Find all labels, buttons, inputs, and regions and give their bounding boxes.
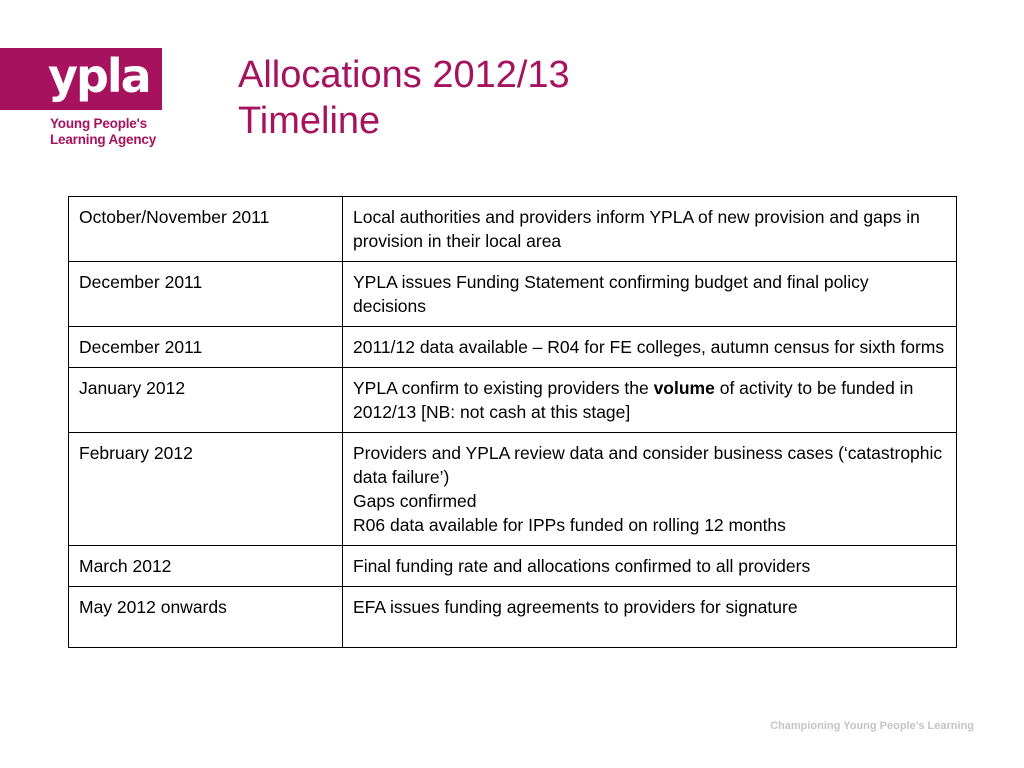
- description-cell: YPLA confirm to existing providers the v…: [342, 367, 957, 433]
- date-cell: December 2011: [68, 261, 343, 327]
- description-line: R06 data available for IPPs funded on ro…: [353, 515, 786, 535]
- description-line: EFA issues funding agreements to provide…: [353, 597, 798, 617]
- date-cell: December 2011: [68, 326, 343, 368]
- logo-subtitle-line-1: Young People's: [50, 116, 147, 131]
- description-line: Local authorities and providers inform Y…: [353, 207, 920, 251]
- description-line: YPLA issues Funding Statement confirming…: [353, 272, 869, 316]
- page-title-line-1: Allocations 2012/13: [238, 54, 570, 96]
- logo-wordmark: ypla: [48, 49, 152, 103]
- description-line: Final funding rate and allocations confi…: [353, 556, 811, 576]
- footer-tagline: Championing Young People’s Learning: [770, 720, 974, 732]
- date-cell: May 2012 onwards: [68, 586, 343, 648]
- page-title-line-2: Timeline: [238, 100, 381, 142]
- table-row: December 2011 2011/12 data available – R…: [68, 326, 957, 368]
- description-line: 2011/12 data available – R04 for FE coll…: [353, 337, 945, 357]
- description-text: of activity to be funded in 2012/13 [NB:…: [353, 378, 914, 422]
- description-cell: YPLA issues Funding Statement confirming…: [342, 261, 957, 327]
- emphasis-volume: volume: [653, 378, 715, 398]
- timeline-table: October/November 2011 Local authorities …: [68, 196, 957, 648]
- description-cell: Final funding rate and allocations confi…: [342, 545, 957, 587]
- description-cell: Local authorities and providers inform Y…: [342, 196, 957, 262]
- table-row: December 2011 YPLA issues Funding Statem…: [68, 261, 957, 327]
- table-row: May 2012 onwards EFA issues funding agre…: [68, 586, 957, 648]
- description-cell: 2011/12 data available – R04 for FE coll…: [342, 326, 957, 368]
- description-cell: EFA issues funding agreements to provide…: [342, 586, 957, 648]
- page-title: Allocations 2012/13 Timeline: [238, 52, 570, 144]
- logo-subtitle-line-2: Learning Agency: [50, 132, 157, 147]
- logo-subtitle: Young People's Learning Agency: [50, 116, 156, 148]
- date-cell: October/November 2011: [68, 196, 343, 262]
- description-line: Gaps confirmed: [353, 491, 477, 511]
- table-row: March 2012 Final funding rate and alloca…: [68, 545, 957, 587]
- description-line: Providers and YPLA review data and consi…: [353, 443, 943, 487]
- date-cell: March 2012: [68, 545, 343, 587]
- table-row: January 2012 YPLA confirm to existing pr…: [68, 367, 957, 433]
- table-row: October/November 2011 Local authorities …: [68, 196, 957, 262]
- description-text: YPLA confirm to existing providers the: [353, 378, 654, 398]
- date-cell: January 2012: [68, 367, 343, 433]
- date-cell: February 2012: [68, 432, 343, 546]
- description-cell: Providers and YPLA review data and consi…: [342, 432, 957, 546]
- logo-banner: [0, 48, 162, 110]
- table-row: February 2012 Providers and YPLA review …: [68, 432, 957, 546]
